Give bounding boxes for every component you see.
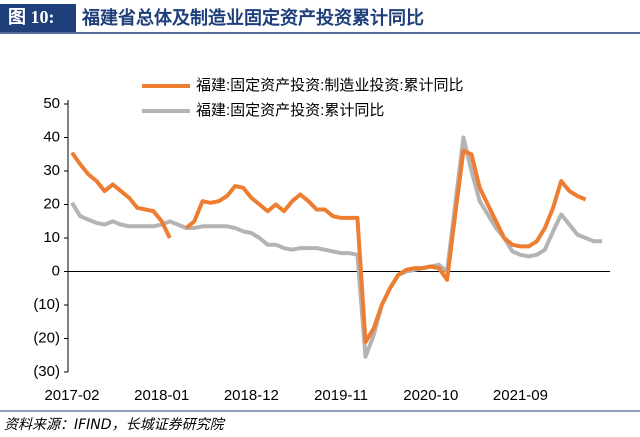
y-tick-label: 0 xyxy=(52,262,60,279)
x-tick-label: 2020-10 xyxy=(403,387,458,404)
y-tick-label: 10 xyxy=(43,229,60,246)
y-tick-label: (30) xyxy=(33,363,60,380)
legend-label: 福建:固定资产投资:累计同比 xyxy=(196,102,384,119)
y-tick-label: 20 xyxy=(43,195,60,212)
series-line xyxy=(70,135,602,359)
y-tick-label: (10) xyxy=(33,296,60,313)
x-tick-label: 2018-12 xyxy=(224,387,279,404)
y-tick-label: 40 xyxy=(43,128,60,145)
series-line xyxy=(70,148,587,344)
figure-label: 图 10: xyxy=(8,7,55,27)
x-tick-label: 2021-09 xyxy=(493,387,548,404)
y-tick-label: (20) xyxy=(33,329,60,346)
x-tick-label: 2017-02 xyxy=(44,387,99,404)
y-tick-label: 30 xyxy=(43,162,60,179)
y-tick-label: 50 xyxy=(43,95,60,112)
figure-title: 福建省总体及制造业固定资产投资累计同比 xyxy=(81,7,424,29)
legend-label: 福建:固定资产投资:制造业投资:累计同比 xyxy=(196,77,464,94)
figure-label-box xyxy=(0,4,76,32)
x-tick-label: 2018-01 xyxy=(134,387,189,404)
source: 资料来源：IFIND，长城证券研究院 xyxy=(4,417,226,433)
x-tick-label: 2019-11 xyxy=(314,387,368,404)
